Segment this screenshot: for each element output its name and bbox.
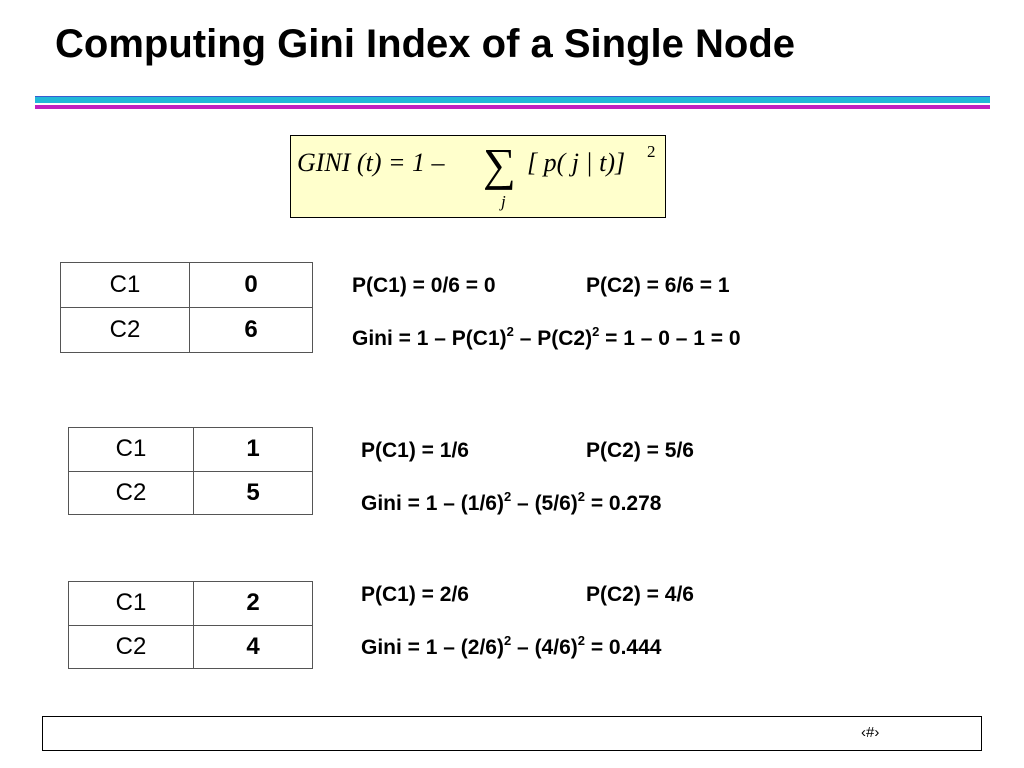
gini-text: Gini = 1 – (2/6) bbox=[361, 636, 504, 659]
gini-formula: Gini = 1 – (1/6)2 – (5/6)2 = 0.278 bbox=[361, 489, 661, 516]
formula-sum: ∑ bbox=[483, 139, 516, 190]
table-row: C1 2 bbox=[68, 581, 313, 626]
formula-box: GINI (t) = 1 – ∑ j [ p( j | t)] 2 bbox=[290, 135, 666, 218]
probability: P(C1) = 1/6 bbox=[361, 439, 469, 462]
table-row: C2 6 bbox=[60, 307, 313, 353]
count-table: C1 2 C2 4 bbox=[68, 581, 313, 669]
probability: P(C1) = 2/6 bbox=[361, 583, 469, 606]
probability: P(C2) = 4/6 bbox=[586, 583, 694, 606]
gini-text: = 1 – 0 – 1 = 0 bbox=[599, 327, 741, 350]
count-table: C1 1 C2 5 bbox=[68, 427, 313, 515]
formula-index: j bbox=[501, 192, 506, 211]
slide-title: Computing Gini Index of a Single Node bbox=[55, 22, 795, 66]
gini-text: – P(C2) bbox=[513, 327, 593, 350]
class-count: 6 bbox=[189, 307, 313, 353]
class-count: 2 bbox=[193, 581, 313, 626]
footer: ‹#› bbox=[42, 716, 982, 751]
exponent: 2 bbox=[577, 489, 585, 504]
class-count: 1 bbox=[193, 427, 313, 472]
exponent: 2 bbox=[503, 489, 512, 504]
exponent: 2 bbox=[592, 324, 600, 339]
probability: P(C1) = 0/6 = 0 bbox=[352, 274, 496, 297]
probability: P(C2) = 6/6 = 1 bbox=[586, 274, 730, 297]
formula-term: [ p( j | t)] bbox=[527, 148, 626, 177]
divider bbox=[35, 96, 990, 103]
gini-formula: Gini = 1 – P(C1)2 – P(C2)2 = 1 – 0 – 1 =… bbox=[352, 324, 741, 351]
exponent: 2 bbox=[577, 633, 585, 648]
gini-text: – (4/6) bbox=[511, 636, 578, 659]
class-count: 4 bbox=[193, 624, 313, 669]
table-row: C1 1 bbox=[68, 427, 313, 472]
class-label: C1 bbox=[68, 427, 194, 472]
probability: P(C2) = 5/6 bbox=[586, 439, 694, 462]
gini-text: = 0.444 bbox=[584, 636, 662, 659]
gini-text: Gini = 1 – P(C1) bbox=[352, 327, 507, 350]
table-row: C2 4 bbox=[68, 624, 313, 669]
class-count: 5 bbox=[193, 470, 313, 515]
class-label: C2 bbox=[60, 307, 190, 353]
exponent: 2 bbox=[506, 324, 514, 339]
formula-exponent: 2 bbox=[647, 142, 656, 161]
count-table: C1 0 C2 6 bbox=[60, 262, 313, 353]
class-label: C1 bbox=[60, 262, 190, 308]
class-count: 0 bbox=[189, 262, 313, 308]
gini-text: Gini = 1 – (1/6) bbox=[361, 492, 504, 515]
divider bbox=[35, 105, 990, 109]
class-label: C2 bbox=[68, 624, 194, 669]
table-row: C1 0 bbox=[60, 262, 313, 308]
gini-text: – (5/6) bbox=[511, 492, 578, 515]
table-row: C2 5 bbox=[68, 470, 313, 515]
exponent: 2 bbox=[503, 633, 512, 648]
class-label: C1 bbox=[68, 581, 194, 626]
formula-lhs: GINI (t) = 1 – bbox=[297, 148, 445, 177]
class-label: C2 bbox=[68, 470, 194, 515]
gini-formula: Gini = 1 – (2/6)2 – (4/6)2 = 0.444 bbox=[361, 633, 661, 660]
gini-text: = 0.278 bbox=[584, 492, 662, 515]
slide-number: ‹#› bbox=[861, 724, 880, 741]
